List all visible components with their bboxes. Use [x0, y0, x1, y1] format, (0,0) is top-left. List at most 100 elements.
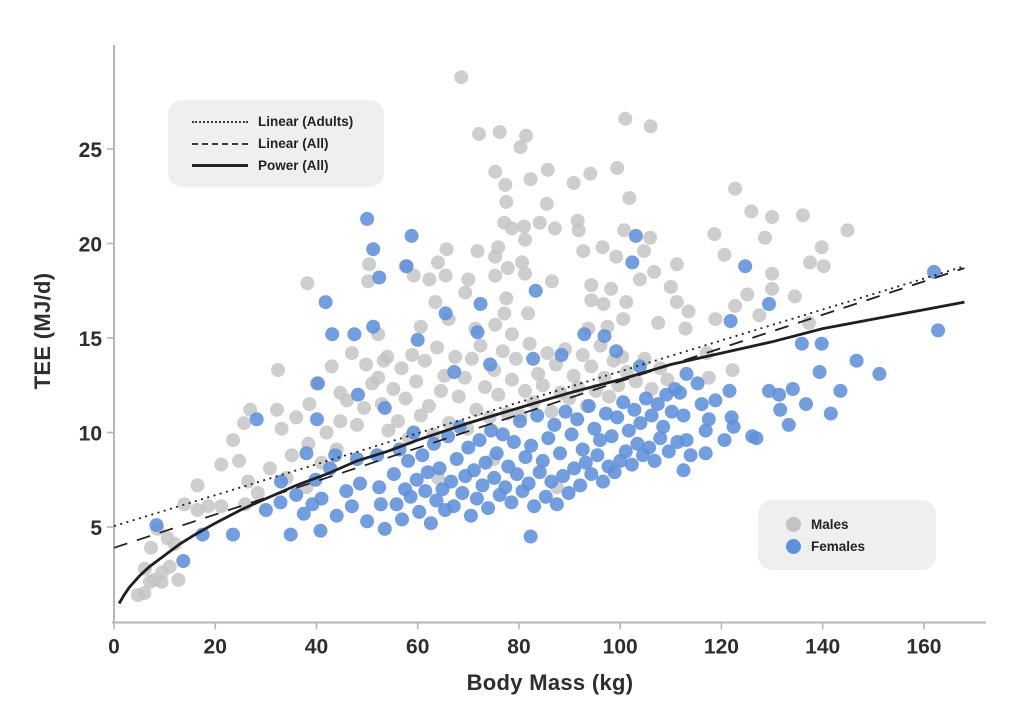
scatter-point-females — [708, 393, 723, 408]
scatter-point-males — [417, 353, 432, 368]
scatter-point-females — [311, 376, 325, 391]
scatter-point-males — [413, 408, 428, 423]
scatter-point-females — [812, 365, 827, 379]
scatter-point-males — [708, 312, 723, 327]
scatter-point-males — [840, 223, 855, 238]
scatter-point-males — [517, 219, 531, 234]
scatter-point-females — [489, 446, 504, 461]
scatter-point-females — [328, 448, 343, 463]
scatter-point-females — [577, 327, 592, 342]
scatter-point-males — [508, 351, 523, 366]
scatter-point-females — [313, 523, 328, 538]
scatter-point-males — [361, 274, 376, 289]
scatter-point-males — [717, 247, 732, 262]
scatter-point-females — [554, 348, 569, 362]
scatter-point-males — [488, 249, 503, 264]
scatter-point-females — [584, 467, 599, 482]
scatter-point-males — [492, 125, 507, 139]
scatter-point-males — [226, 433, 240, 448]
scatter-point-males — [616, 312, 631, 327]
scatter-point-females — [628, 228, 643, 243]
scatter-point-males — [289, 410, 304, 425]
scatter-point-males — [523, 172, 538, 187]
solid-line-icon — [192, 164, 248, 167]
scatter-point-females — [596, 474, 610, 489]
scatter-point-females — [544, 474, 559, 489]
scatter-point-males — [271, 363, 285, 378]
scatter-point-males — [795, 208, 810, 223]
scatter-point-males — [461, 272, 476, 287]
scatter-point-males — [596, 297, 611, 311]
scatter-point-females — [927, 264, 941, 279]
scatter-point-females — [610, 410, 625, 425]
scatter-point-females — [518, 450, 533, 465]
scatter-point-males — [575, 348, 590, 362]
scatter-point-females — [690, 376, 705, 391]
scatter-point-females — [575, 442, 590, 457]
scatter-point-females — [717, 433, 732, 448]
scatter-point-females — [513, 414, 527, 429]
scatter-point-females — [466, 463, 481, 478]
scatter-point-males — [583, 166, 598, 181]
scatter-point-females — [418, 484, 433, 499]
scatter-point-females — [694, 397, 709, 412]
scatter-point-males — [371, 370, 386, 385]
scatter-point-females — [630, 436, 645, 451]
scatter-point-males — [391, 414, 405, 429]
scatter-point-males — [632, 272, 647, 287]
scatter-point-females — [762, 297, 776, 311]
fit-line-linear-adults- — [113, 265, 965, 527]
scatter-point-females — [366, 319, 381, 334]
scatter-point-males — [359, 357, 374, 372]
scatter-point-males — [488, 317, 503, 332]
scatter-point-females — [644, 408, 659, 423]
scatter-point-males — [744, 204, 759, 219]
scatter-point-males — [765, 281, 780, 296]
scatter-point-males — [284, 448, 299, 463]
scatter-point-males — [728, 298, 743, 313]
scatter-point-females — [698, 423, 713, 438]
scatter-point-males — [497, 306, 512, 321]
scatter-point-females — [506, 435, 521, 449]
scatter-point-females — [449, 452, 464, 466]
scatter-point-males — [816, 259, 831, 274]
scatter-point-males — [381, 423, 396, 438]
scatter-point-males — [232, 453, 246, 468]
scatter-point-males — [787, 289, 802, 304]
scatter-point-females — [149, 518, 164, 533]
scatter-point-females — [484, 423, 499, 438]
legend-label-linear-all: Linear (All) — [258, 136, 329, 151]
scatter-point-males — [518, 232, 532, 247]
scatter-point-males — [428, 295, 443, 310]
scatter-point-females — [412, 504, 427, 519]
fit-line-power-all- — [117, 300, 965, 605]
scatter-point-females — [627, 402, 642, 417]
legend-row-linear-all: Linear (All) — [192, 136, 368, 151]
scatter-point-males — [167, 537, 182, 551]
scatter-point-females — [470, 325, 485, 340]
scatter-point-females — [556, 469, 570, 483]
scatter-point-males — [339, 393, 354, 408]
scatter-point-males — [137, 561, 152, 576]
scatter-point-females — [650, 397, 665, 412]
scatter-point-males — [707, 227, 722, 242]
scatter-point-females — [463, 508, 478, 523]
scatter-point-females — [401, 453, 416, 468]
scatter-point-males — [728, 181, 743, 196]
scatter-point-females — [558, 404, 573, 419]
x-tick-label: 120 — [704, 636, 739, 659]
scatter-point-females — [621, 423, 636, 438]
scatter-point-males — [302, 397, 317, 412]
scatter-point-females — [738, 259, 753, 274]
scatter-point-males — [584, 359, 599, 374]
dashed-line-icon — [192, 142, 248, 145]
scatter-point-females — [339, 484, 354, 499]
scatter-point-males — [491, 387, 506, 402]
scatter-point-females — [590, 448, 605, 463]
scatter-point-males — [472, 126, 486, 141]
scatter-point-males — [214, 499, 229, 514]
scatter-point-females — [299, 446, 314, 461]
scatter-point-males — [602, 389, 617, 404]
